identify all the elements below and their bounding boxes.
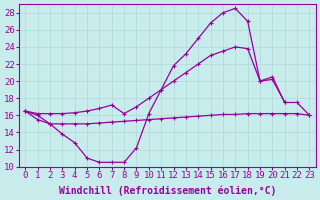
X-axis label: Windchill (Refroidissement éolien,°C): Windchill (Refroidissement éolien,°C) <box>59 185 276 196</box>
